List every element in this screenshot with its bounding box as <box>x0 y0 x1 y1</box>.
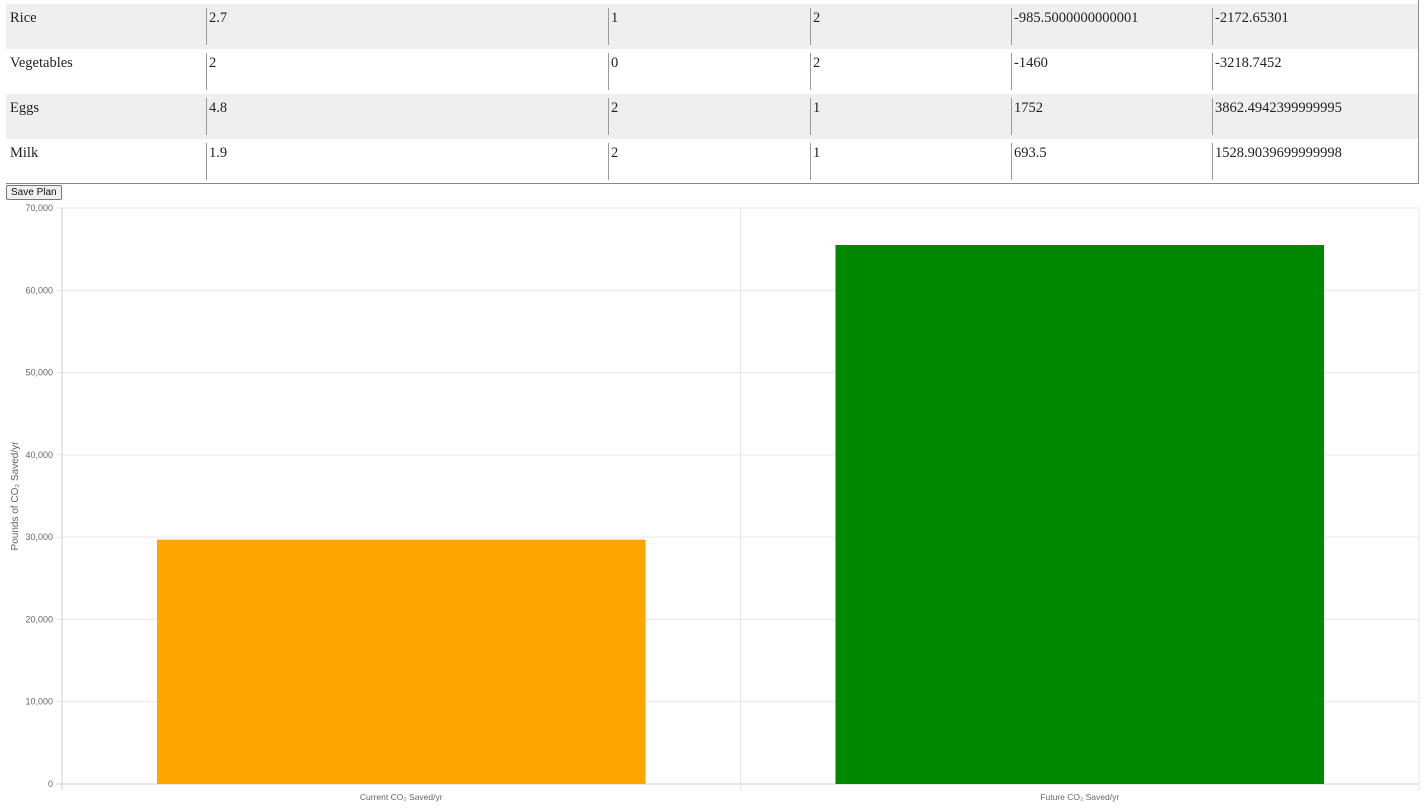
bar <box>835 245 1325 784</box>
table-cell: 693.5 <box>1011 143 1047 180</box>
table-cell: 2 <box>810 8 820 45</box>
table-row: Rice 2.7 1 2 -985.5000000000001 -2172.65… <box>6 4 1418 49</box>
chart-bars <box>156 245 1325 784</box>
table-cell: 1752 <box>1011 98 1043 135</box>
table-cell: 0 <box>608 53 618 90</box>
y-axis-ticks: 0 10,000 20,000 30,000 40,000 50,000 60,000 70,… <box>25 203 53 789</box>
table-row: Vegetables 2 0 2 -1460 -3218.7452 <box>6 49 1418 94</box>
table-row: Milk 1.9 2 1 693.5 1528.9039699999998 <box>6 139 1418 184</box>
table-row: Eggs 4.8 2 1 1752 3862.4942399999995 <box>6 94 1418 139</box>
table-cell: 2 <box>206 53 216 90</box>
table-cell: 2.7 <box>206 8 227 45</box>
table-cell: 3862.4942399999995 <box>1212 98 1342 135</box>
x-axis-labels: Current CO₂ Saved/yr Future CO₂ Saved/yr <box>360 792 1119 802</box>
y-axis-label: Pounds of CO₂ Saved/yr <box>10 441 21 551</box>
x-tick-label: Current CO₂ Saved/yr <box>360 792 443 802</box>
table-cell: -1460 <box>1011 53 1048 90</box>
table-cell: 1528.9039699999998 <box>1212 143 1342 180</box>
y-tick-label: 50,000 <box>25 368 53 378</box>
food-cell: Vegetables <box>10 55 73 71</box>
table-cell: 1 <box>608 8 618 45</box>
bar <box>156 539 646 784</box>
x-tick-label: Future CO₂ Saved/yr <box>1040 792 1119 802</box>
food-cell: Eggs <box>10 100 39 116</box>
table-cell: 1 <box>810 98 820 135</box>
table-cell: 2 <box>608 143 618 180</box>
table-cell: 4.8 <box>206 98 227 135</box>
y-tick-label: 70,000 <box>25 203 53 213</box>
y-tick-label: 30,000 <box>25 532 53 542</box>
food-cell: Milk <box>10 145 39 161</box>
table-cell: 1.9 <box>206 143 227 180</box>
y-tick-label: 0 <box>48 779 53 789</box>
y-tick-label: 60,000 <box>25 285 53 295</box>
co2-saved-bar-chart: 0 10,000 20,000 30,000 40,000 50,000 60,000 70,… <box>10 203 1420 802</box>
save-plan-button[interactable]: Save Plan <box>6 185 62 200</box>
table-cell: 2 <box>810 53 820 90</box>
plan-table: Rice 2.7 1 2 -985.5000000000001 -2172.65… <box>6 0 1419 184</box>
y-tick-label: 20,000 <box>25 614 53 624</box>
food-cell: Rice <box>10 10 37 26</box>
y-tick-label: 10,000 <box>25 697 53 707</box>
table-cell: -2172.65301 <box>1212 8 1289 45</box>
table-cell: 2 <box>608 98 618 135</box>
y-tick-label: 40,000 <box>25 450 53 460</box>
table-cell: 1 <box>810 143 820 180</box>
table-cell: -985.5000000000001 <box>1011 8 1138 45</box>
table-cell: -3218.7452 <box>1212 53 1281 90</box>
